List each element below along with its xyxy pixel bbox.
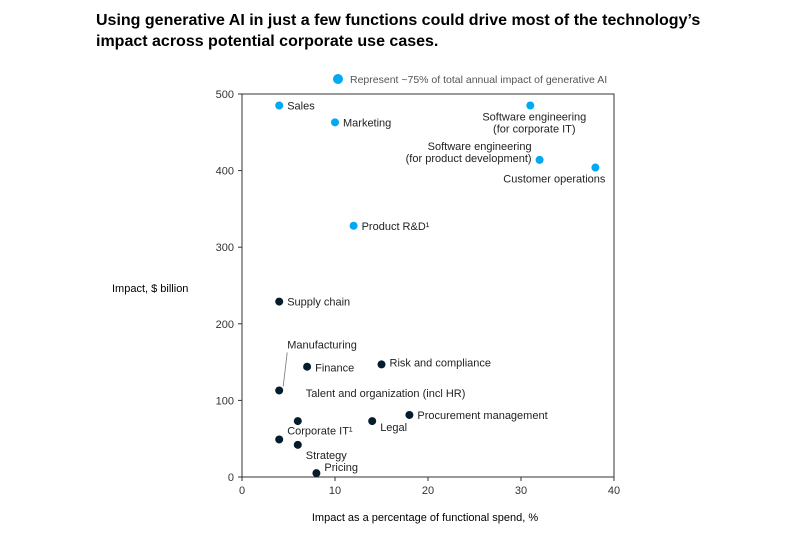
x-tick-label: 30 (515, 485, 527, 497)
data-point (293, 440, 302, 449)
chart-title: Using generative AI in just a few functi… (96, 12, 701, 50)
x-tick-label: 0 (239, 485, 245, 497)
label-leader-line (282, 352, 288, 387)
data-point (368, 417, 377, 426)
data-point (331, 118, 339, 127)
data-point (312, 469, 321, 478)
data-point-label: Marketing (343, 117, 391, 129)
data-point (293, 417, 302, 426)
data-point (275, 297, 284, 306)
data-point (303, 362, 312, 371)
data-point-label: Risk and compliance (390, 357, 492, 369)
x-tick-label: 20 (422, 485, 434, 497)
y-tick-label: 300 (216, 242, 234, 254)
legend-marker (333, 74, 343, 84)
y-axis-label: Impact, $ billion (112, 283, 189, 295)
data-point-label: Pricing (324, 462, 358, 474)
y-tick-label: 100 (216, 395, 234, 407)
data-point-label: Procurement management (417, 410, 547, 422)
data-point-label: Software engineering (for corporate IT) (482, 111, 586, 135)
legend-label: Represent ~75% of total annual impact of… (350, 74, 607, 86)
data-point (405, 410, 414, 419)
y-tick-label: 400 (216, 166, 234, 178)
data-point-label-line: Software engineering (428, 141, 532, 153)
data-point (275, 386, 284, 395)
data-point-label-line: (for corporate IT) (493, 123, 576, 135)
x-tick-label: 10 (329, 485, 341, 497)
data-point-label: Finance (315, 363, 354, 375)
y-tick-label: 0 (228, 472, 234, 484)
data-point-label: Sales (287, 100, 315, 112)
data-point (526, 101, 535, 110)
data-point (377, 360, 386, 369)
data-point (535, 155, 544, 164)
data-point-label: Customer operations (503, 174, 606, 186)
data-point-label: Manufacturing (287, 339, 357, 351)
data-point-label: Product R&D¹ (362, 221, 430, 233)
x-tick-label: 40 (608, 485, 620, 497)
data-point-label: Talent and organization (incl HR) (306, 388, 466, 400)
data-point-label: Strategy (306, 450, 347, 462)
data-point (275, 101, 284, 110)
data-point-label: Corporate IT¹ (287, 425, 353, 437)
data-point-label-line: (for product development) (406, 153, 532, 165)
data-point-label: Legal (380, 422, 407, 434)
y-tick-label: 500 (216, 89, 234, 101)
y-tick-label: 200 (216, 319, 234, 331)
data-point-label: Software engineering (for product develop… (406, 141, 532, 165)
data-point-label: Supply chain (287, 297, 350, 309)
data-point (349, 221, 358, 230)
data-point-label-line: Software engineering (482, 111, 586, 123)
data-point (275, 435, 284, 444)
data-point (591, 163, 600, 172)
x-axis-label: Impact as a percentage of functional spe… (311, 512, 539, 524)
